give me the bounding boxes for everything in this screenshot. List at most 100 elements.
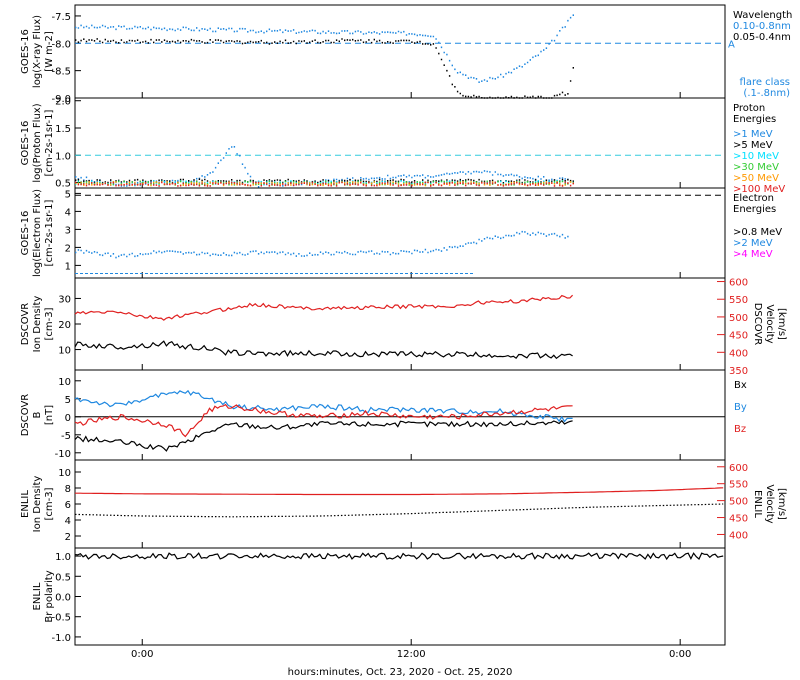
series-0-01008nm <box>75 14 574 83</box>
x-tick-label: 0:00 <box>131 649 153 660</box>
y-tick-label: 8 <box>65 484 71 495</box>
y-tick-label: 0.5 <box>55 179 71 190</box>
y-tick-label: -8.5 <box>51 67 71 78</box>
y-tick-label: 0.5 <box>55 572 71 583</box>
right-tick-label: 600 <box>729 463 748 474</box>
y-tick-label: 2 <box>65 243 71 254</box>
y-axis-label: [cm-2s-1sr-1] <box>44 109 55 176</box>
y-axis-label: GOES-16 <box>20 121 31 166</box>
y-axis-label: log(Proton Flux) <box>32 103 43 182</box>
y-tick-label: -8.0 <box>51 39 71 50</box>
y-tick-label: 10 <box>58 346 71 357</box>
legend-entry: 0.05-0.4nm <box>733 32 791 43</box>
y-tick-label: -7.5 <box>51 12 71 23</box>
series-6-polarity <box>74 552 724 561</box>
y-axis-label: log(Electron Flux) <box>32 189 43 277</box>
panel-frame-0 <box>74 4 726 99</box>
series-1-50mev <box>75 181 574 187</box>
legend-title: Proton <box>733 103 765 114</box>
right-tick-label: 350 <box>729 366 748 377</box>
legend-title: Electron <box>733 193 774 204</box>
y-axis-label: DSCOVR <box>20 394 31 437</box>
y-tick-label: 0.0 <box>55 593 71 604</box>
panel-frame-6 <box>74 547 726 646</box>
series-5-density <box>74 503 724 518</box>
series-4-bx <box>74 419 573 452</box>
panel-frame-5 <box>74 459 726 549</box>
right-axis-label: [km/s] <box>776 488 787 520</box>
y-tick-label: 30 <box>58 294 71 305</box>
right-tick-label: 550 <box>729 295 748 306</box>
panel-frame-1 <box>74 97 726 189</box>
legend-entry: >0.8 MeV <box>733 227 782 238</box>
legend-entry: >4 MeV <box>733 249 773 260</box>
right-axis-label: DSCOVR <box>752 303 763 346</box>
legend-title: Wavelength <box>733 10 792 21</box>
y-tick-label: 4 <box>65 207 71 218</box>
y-axis-label: [W m-2] <box>44 31 55 72</box>
series-4-by <box>74 389 573 423</box>
y-axis-label: GOES-16 <box>20 29 31 74</box>
right-axis-label: ENLIL <box>752 490 763 518</box>
y-tick-label: 10 <box>58 468 71 479</box>
right-tick-label: 500 <box>729 497 748 508</box>
y-tick-label: -9.0 <box>51 94 71 105</box>
right-axis-label: Velocity <box>764 304 775 343</box>
y-tick-label: 2 <box>65 532 71 543</box>
right-tick-label: 550 <box>729 480 748 491</box>
right-tick-label: 450 <box>729 331 748 342</box>
series-1-1mev <box>75 146 569 188</box>
y-tick-label: 5 <box>65 189 71 200</box>
legend-entry: >100 MeV <box>733 184 785 195</box>
legend-entry: >10 MeV <box>733 151 779 162</box>
x-tick-label: 12:00 <box>397 649 426 660</box>
series-1-5mev <box>75 178 574 184</box>
y-tick-label: -1.0 <box>51 633 71 644</box>
y-axis-label: log(X-ray Flux) <box>32 15 43 88</box>
y-tick-label: -10 <box>55 449 71 460</box>
y-axis-label: ENLIL <box>32 582 43 610</box>
y-tick-label: -0.5 <box>51 613 71 624</box>
legend-entry: >2 MeV <box>733 238 773 249</box>
right-axis-label: [km/s] <box>776 308 787 340</box>
y-tick-label: 1 <box>65 261 71 272</box>
x-axis-label: hours:minutes, Oct. 23, 2020 - Oct. 25, … <box>288 667 513 678</box>
right-tick-label: 400 <box>729 530 748 541</box>
y-tick-label: -5 <box>61 431 71 442</box>
y-axis-label: [cm-3] <box>44 307 55 340</box>
y-axis-label: [cm-3] <box>44 487 55 520</box>
series-2-2mev <box>75 230 569 259</box>
legend-entry: By <box>734 402 747 413</box>
panel-frame-3 <box>74 277 726 371</box>
legend-title: Energies <box>733 204 776 215</box>
legend-entry: >5 MeV <box>733 140 773 151</box>
legend-entry: Bz <box>734 424 746 435</box>
y-axis-label: Br polarity <box>44 570 55 622</box>
series-1-10mev <box>75 180 574 186</box>
y-axis-label: Ion Density <box>32 476 43 533</box>
panel-frame-2 <box>74 187 726 279</box>
flare-class-label: (.1-.8nm) <box>743 88 790 99</box>
y-tick-label: 5 <box>65 395 71 406</box>
y-axis-label: ENLIL <box>20 490 31 518</box>
series-3-velocity <box>74 294 574 321</box>
y-tick-label: 20 <box>58 320 71 331</box>
right-tick-label: 600 <box>729 278 748 289</box>
y-tick-label: 6 <box>65 500 71 511</box>
series-0-00504nm <box>75 38 574 99</box>
y-tick-label: 3 <box>65 225 71 236</box>
right-axis-label: Velocity <box>764 484 775 523</box>
series-1-30mev <box>75 180 574 186</box>
y-tick-label: 1.5 <box>55 124 71 135</box>
legend-title: Energies <box>733 114 776 125</box>
legend-entry: >30 MeV <box>733 162 779 173</box>
x-tick-label: 0:00 <box>669 649 691 660</box>
right-tick-label: 400 <box>729 348 748 359</box>
y-tick-label: 1.0 <box>55 151 71 162</box>
y-tick-label: 2.0 <box>55 97 71 108</box>
right-tick-label: 450 <box>729 514 748 525</box>
y-axis-label: DSCOVR <box>20 303 31 346</box>
legend-entry: >50 MeV <box>733 173 779 184</box>
y-tick-label: 1.0 <box>55 552 71 563</box>
